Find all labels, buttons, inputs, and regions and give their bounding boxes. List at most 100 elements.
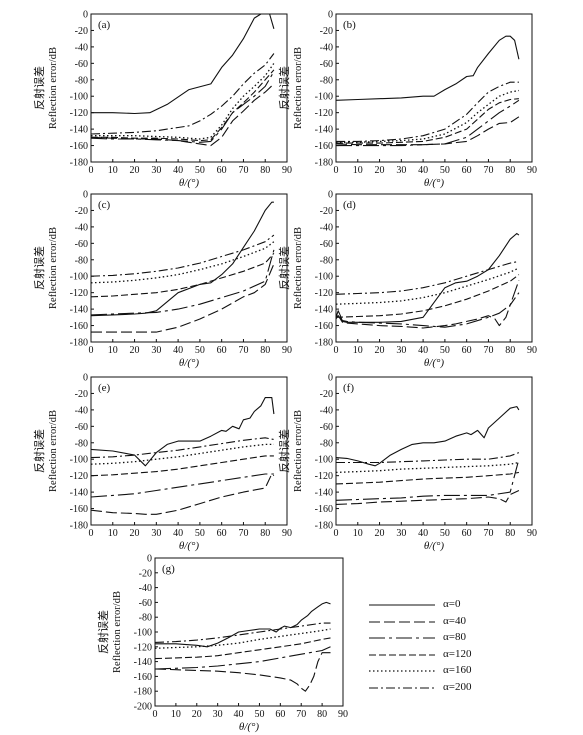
x-tick-label: 20 [192,709,202,720]
legend-item: α=120 [367,648,567,664]
x-tick-label: 40 [173,165,183,176]
y-tick-label: 0 [83,373,88,384]
y-tick-label: -20 [75,206,88,217]
y-axis-label-cn: 反射误差 [277,429,291,473]
series-line-5 [91,62,275,140]
y-tick-label: -180 [70,338,88,349]
y-tick-label: -140 [70,488,88,499]
y-tick-label: -160 [70,504,88,515]
x-tick-label: 40 [418,165,428,176]
y-tick-label: -140 [134,657,152,668]
y-tick-label: -160 [134,672,152,683]
x-tick-label: 50 [254,709,264,720]
x-tick-label: 10 [108,528,118,539]
series-line-4 [336,98,519,144]
y-tick-label: -120 [70,471,88,482]
y-tick-label: 0 [83,10,88,21]
chart-panel: 0 10 20 30 40 50 60 70 80 90 -180 -160 -140 -120 -100 -… [32,10,292,190]
x-axis-label: θ/(°) [424,540,445,552]
series-line-3 [336,99,520,147]
x-tick-label: 80 [260,345,270,356]
x-tick-label: 70 [238,345,248,356]
x-tick-label: 0 [334,165,339,176]
panel-label: (b) [343,19,356,31]
legend-item: α=200 [367,681,567,697]
x-tick-label: 40 [418,345,428,356]
x-tick-label: 30 [396,345,406,356]
x-tick-label: 10 [353,165,363,176]
y-tick-label: -20 [320,26,333,37]
x-tick-label: 60 [217,165,227,176]
x-axis-label: θ/(°) [179,357,200,369]
x-tick-label: 20 [130,528,140,539]
series-line-1 [90,201,274,317]
x-axis-label: θ/(°) [424,357,445,369]
x-tick-label: 20 [375,345,385,356]
plot-frame [90,13,288,163]
y-tick-label: -60 [75,239,88,250]
y-tick-label: -180 [315,338,333,349]
x-tick-label: 0 [89,345,94,356]
x-tick-label: 90 [338,709,348,720]
y-tick-label: -180 [70,158,88,169]
y-tick-label: -80 [320,438,333,449]
x-tick-label: 60 [462,345,472,356]
x-tick-label: 60 [217,345,227,356]
y-tick-label: -140 [70,125,88,136]
x-tick-label: 50 [440,528,450,539]
x-tick-label: 80 [260,528,270,539]
x-tick-label: 50 [440,345,450,356]
y-tick-label: -80 [320,255,333,266]
x-tick-label: 10 [108,345,118,356]
plot-frame [335,13,533,163]
series-line-1 [90,397,275,467]
y-tick-label: -160 [70,321,88,332]
x-tick-label: 90 [282,165,292,176]
x-tick-label: 30 [151,528,161,539]
series-line-2 [90,473,275,515]
x-tick-label: 80 [505,528,515,539]
series-line-3 [90,473,274,498]
y-tick-label: -120 [315,288,333,299]
x-tick-label: 0 [89,528,94,539]
series-line-3 [154,646,331,670]
y-tick-label: -40 [320,222,333,233]
y-tick-label: -20 [139,568,152,579]
y-tick-label: -120 [70,288,88,299]
x-axis-label: θ/(°) [179,177,200,189]
x-tick-label: 80 [505,165,515,176]
legend-label: α=160 [443,664,472,676]
x-axis-label: θ/(°) [179,540,200,552]
series-line-3 [335,280,520,328]
y-tick-label: -160 [315,504,333,515]
plot-frame [335,193,533,343]
y-tick-label: -140 [315,125,333,136]
x-tick-label: 20 [375,528,385,539]
series-line-6 [154,622,331,643]
y-tick-label: -60 [75,59,88,70]
legend-swatch [369,686,435,689]
y-axis-label-cn: 反射误差 [277,246,291,290]
x-tick-label: 30 [396,165,406,176]
y-tick-label: -100 [70,92,88,103]
x-tick-label: 70 [483,528,493,539]
y-tick-label: -80 [75,438,88,449]
chart-panel: 0 10 20 30 40 50 60 70 80 90 -180 -160 -140 -120 -100 -… [277,190,537,370]
x-tick-label: 40 [418,528,428,539]
x-axis-label: θ/(°) [239,721,260,733]
series-line-1 [155,601,331,648]
x-tick-label: 0 [89,165,94,176]
x-tick-label: 60 [217,528,227,539]
y-tick-label: -40 [320,405,333,416]
y-axis-label-en: Reflection error/dB [48,410,59,492]
y-axis-label-cn: 反射误差 [32,66,46,110]
y-tick-label: -60 [75,422,88,433]
y-axis-label-cn: 反射误差 [32,429,46,473]
legend-item: α=40 [367,615,567,631]
y-axis-label-en: Reflection error/dB [293,47,304,129]
y-tick-label: -20 [75,389,88,400]
y-tick-label: -60 [320,422,333,433]
x-tick-label: 90 [527,165,537,176]
series-line-5 [90,241,275,284]
x-tick-label: 60 [462,528,472,539]
